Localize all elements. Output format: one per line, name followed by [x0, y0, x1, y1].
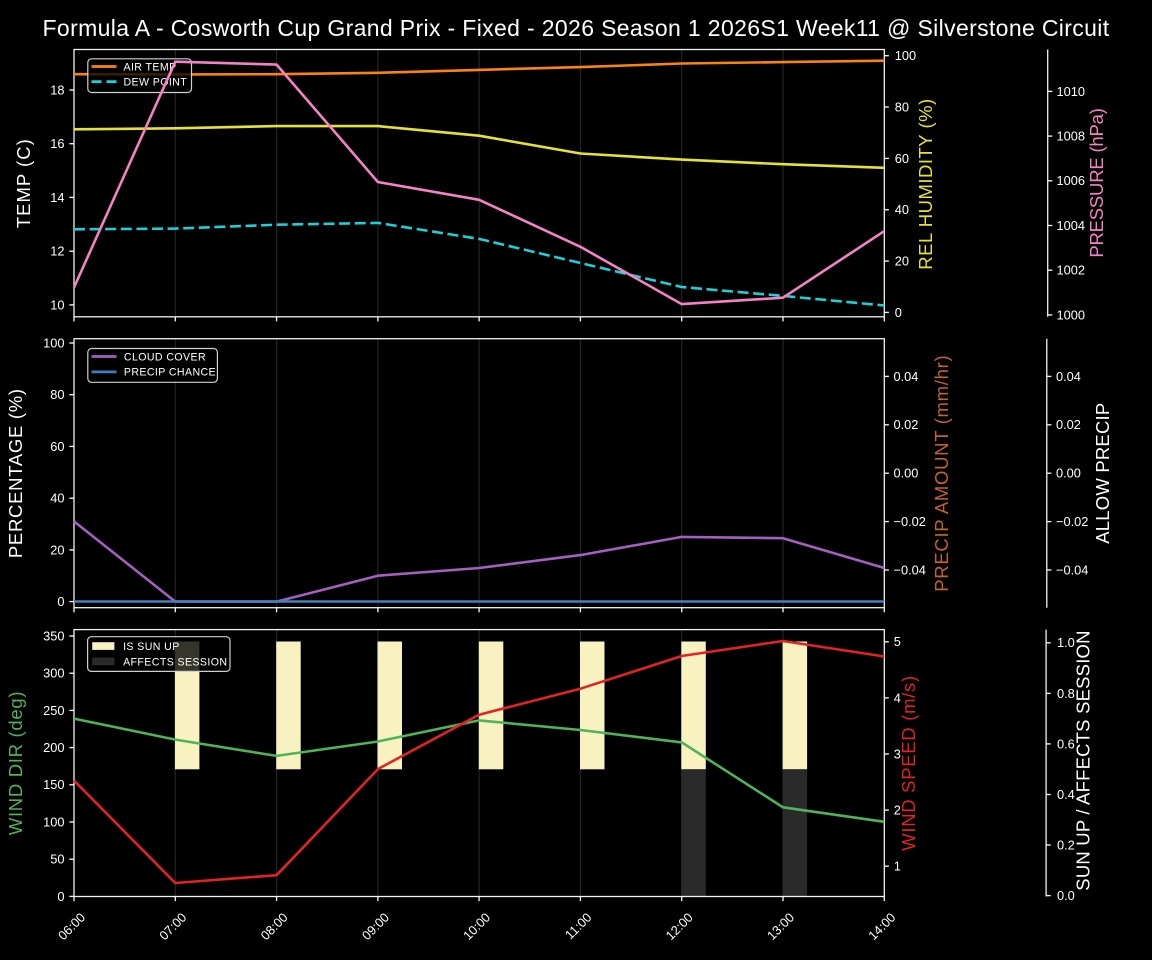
- svg-text:1.0: 1.0: [1057, 635, 1075, 650]
- svg-text:−0.02: −0.02: [1056, 514, 1088, 529]
- svg-text:−0.04: −0.04: [894, 562, 926, 577]
- svg-text:150: 150: [43, 777, 64, 792]
- svg-text:40: 40: [50, 491, 64, 506]
- svg-text:80: 80: [895, 99, 909, 114]
- svg-text:REL HUMIDITY (%): REL HUMIDITY (%): [915, 98, 936, 269]
- svg-text:18: 18: [50, 82, 64, 97]
- svg-text:200: 200: [43, 740, 64, 755]
- svg-text:1: 1: [894, 859, 901, 874]
- svg-text:−0.02: −0.02: [894, 514, 926, 529]
- svg-text:1000: 1000: [1057, 307, 1085, 322]
- svg-text:1010: 1010: [1057, 84, 1085, 99]
- svg-text:−0.04: −0.04: [1056, 562, 1088, 577]
- svg-text:ALLOW PRECIP: ALLOW PRECIP: [1092, 403, 1113, 544]
- svg-text:SUN UP / AFFECTS SESSION: SUN UP / AFFECTS SESSION: [1073, 630, 1094, 890]
- svg-text:Formula A - Cosworth Cup Grand: Formula A - Cosworth Cup Grand Prix - Fi…: [43, 15, 1110, 41]
- svg-text:5: 5: [894, 634, 901, 649]
- svg-text:TEMP (C): TEMP (C): [13, 138, 34, 228]
- svg-text:0: 0: [57, 889, 64, 904]
- svg-text:0.02: 0.02: [1056, 417, 1081, 432]
- svg-text:0.4: 0.4: [1057, 787, 1075, 802]
- svg-text:0.02: 0.02: [894, 417, 919, 432]
- svg-text:20: 20: [895, 254, 909, 269]
- svg-text:100: 100: [43, 814, 64, 829]
- svg-text:14: 14: [50, 190, 64, 205]
- svg-text:0: 0: [895, 305, 902, 320]
- svg-text:12: 12: [50, 244, 64, 259]
- svg-text:1006: 1006: [1057, 173, 1085, 188]
- svg-text:100: 100: [43, 335, 64, 350]
- svg-text:20: 20: [50, 542, 64, 557]
- svg-text:0.00: 0.00: [894, 466, 919, 481]
- svg-text:3: 3: [894, 746, 901, 761]
- svg-text:300: 300: [43, 666, 64, 681]
- svg-text:250: 250: [43, 703, 64, 718]
- svg-text:16: 16: [50, 136, 64, 151]
- svg-text:DEW POINT: DEW POINT: [124, 77, 188, 89]
- svg-text:50: 50: [50, 852, 64, 867]
- svg-text:60: 60: [50, 439, 64, 454]
- svg-text:2: 2: [894, 803, 901, 818]
- svg-text:0.04: 0.04: [894, 369, 919, 384]
- svg-text:60: 60: [895, 151, 909, 166]
- svg-text:IS SUN UP: IS SUN UP: [123, 641, 180, 653]
- svg-text:10: 10: [50, 297, 64, 312]
- svg-text:0.00: 0.00: [1056, 466, 1081, 481]
- svg-text:1002: 1002: [1057, 263, 1085, 278]
- svg-text:AFFECTS SESSION: AFFECTS SESSION: [123, 657, 227, 669]
- svg-text:PERCENTAGE (%): PERCENTAGE (%): [5, 388, 26, 558]
- svg-text:100: 100: [895, 48, 916, 63]
- svg-text:4: 4: [894, 690, 901, 705]
- svg-text:WIND DIR (deg): WIND DIR (deg): [5, 691, 26, 835]
- svg-text:0.2: 0.2: [1057, 837, 1075, 852]
- svg-text:350: 350: [43, 628, 64, 643]
- svg-text:PRECIP CHANCE: PRECIP CHANCE: [124, 367, 216, 379]
- svg-text:1008: 1008: [1057, 129, 1085, 144]
- svg-text:PRESSURE (hPa): PRESSURE (hPa): [1086, 108, 1107, 257]
- svg-text:0.0: 0.0: [1057, 888, 1075, 903]
- svg-text:0.6: 0.6: [1057, 736, 1075, 751]
- svg-text:CLOUD COVER: CLOUD COVER: [124, 351, 206, 363]
- svg-text:0.04: 0.04: [1056, 369, 1081, 384]
- svg-text:PRECIP AMOUNT (mm/hr): PRECIP AMOUNT (mm/hr): [931, 355, 952, 592]
- svg-text:1004: 1004: [1057, 218, 1085, 233]
- svg-text:WIND SPEED (m/s): WIND SPEED (m/s): [898, 675, 919, 851]
- svg-text:0: 0: [57, 594, 64, 609]
- svg-text:80: 80: [50, 387, 64, 402]
- svg-text:0.8: 0.8: [1057, 686, 1075, 701]
- svg-text:40: 40: [895, 202, 909, 217]
- svg-text:AIR TEMP: AIR TEMP: [124, 61, 177, 73]
